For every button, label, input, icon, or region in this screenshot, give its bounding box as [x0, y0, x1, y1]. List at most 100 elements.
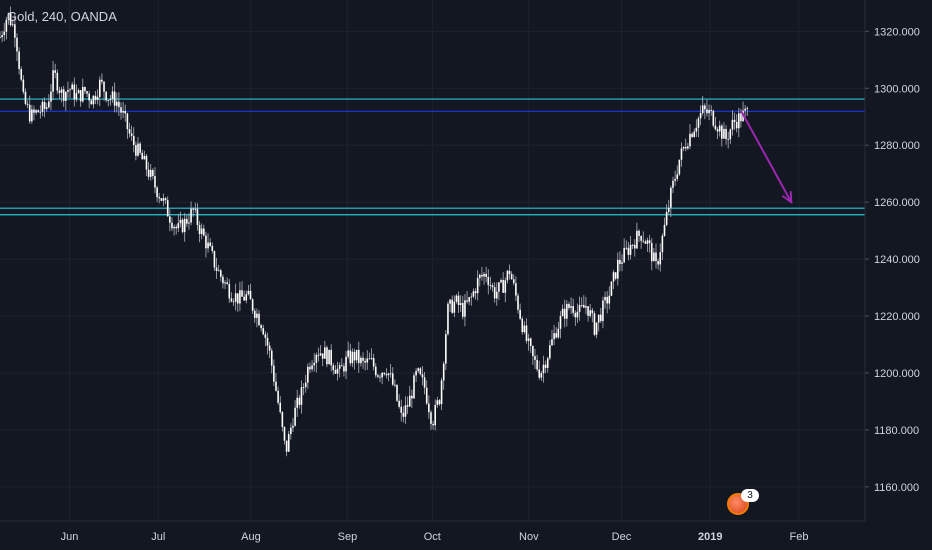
candle — [612, 269, 615, 290]
candle — [90, 98, 93, 105]
candle — [517, 293, 519, 314]
symbol-title: Gold, 240, OANDA — [7, 9, 117, 24]
candle — [232, 298, 235, 307]
candle — [725, 125, 727, 145]
candle — [436, 396, 439, 408]
candle — [684, 138, 687, 152]
candle — [525, 318, 528, 344]
candle — [251, 298, 254, 315]
candle — [417, 367, 420, 374]
candle — [234, 283, 237, 311]
candle — [568, 301, 570, 311]
candle — [640, 235, 642, 249]
candle — [309, 362, 311, 374]
candle — [659, 243, 662, 272]
candle — [415, 368, 417, 382]
candle — [708, 104, 710, 121]
candle — [534, 348, 536, 370]
candle — [561, 304, 564, 317]
candle — [65, 91, 67, 111]
candle — [731, 110, 734, 136]
price-scale-bg — [865, 0, 932, 550]
candle — [653, 247, 655, 262]
candle — [553, 324, 555, 346]
candle — [738, 107, 740, 138]
candle — [389, 363, 392, 378]
candle — [425, 380, 428, 406]
candle — [544, 360, 547, 374]
candle — [729, 128, 732, 144]
candle — [445, 330, 447, 371]
arrow-shaft[interactable] — [740, 110, 793, 203]
candle — [453, 295, 456, 318]
candle — [368, 352, 371, 360]
candle — [62, 85, 65, 107]
candle — [213, 250, 216, 272]
candle — [96, 89, 99, 105]
candle — [152, 168, 154, 180]
candle — [744, 105, 746, 117]
candle — [644, 239, 647, 244]
candle — [701, 95, 704, 116]
candle — [672, 176, 674, 194]
candle — [521, 316, 524, 335]
candle — [438, 399, 441, 406]
candle — [370, 348, 373, 360]
candle — [109, 94, 112, 106]
candle — [398, 394, 400, 409]
candle — [723, 122, 725, 139]
candle — [663, 217, 666, 237]
candle — [130, 125, 133, 141]
candle — [614, 272, 617, 281]
x-tick-label: Feb — [790, 531, 809, 543]
candle — [674, 170, 676, 186]
candle — [336, 361, 339, 381]
candle — [107, 99, 110, 107]
candle — [98, 76, 101, 107]
candle — [689, 124, 691, 150]
candle — [275, 373, 277, 392]
candle — [205, 231, 207, 258]
candle — [687, 142, 689, 150]
events-badge[interactable]: 3 — [727, 489, 759, 515]
candle — [45, 102, 48, 112]
candle — [570, 297, 572, 314]
candle — [447, 301, 449, 336]
time-scale[interactable]: Jun Jul Aug Sep Oct Nov Dec 2019 Feb — [0, 520, 865, 543]
candle — [177, 213, 180, 233]
candle — [476, 270, 479, 301]
candle — [92, 94, 95, 109]
candle — [198, 221, 201, 243]
candle — [300, 380, 303, 414]
candle — [566, 300, 568, 327]
candle — [714, 116, 717, 131]
candle — [523, 321, 526, 334]
candle — [665, 204, 668, 227]
candle — [249, 283, 252, 300]
candle — [374, 363, 377, 378]
candle — [583, 295, 585, 308]
price-scale[interactable]: 1320.000 1300.000 1280.000 1260.000 1240.000… — [864, 0, 932, 550]
candle — [391, 367, 394, 387]
candle — [7, 12, 10, 25]
projection-arrow[interactable] — [740, 110, 793, 205]
candle — [413, 372, 415, 399]
candle — [529, 337, 532, 354]
candle — [440, 377, 443, 410]
candles — [0, 6, 749, 457]
candle — [574, 310, 577, 326]
candle — [385, 368, 388, 379]
candle — [219, 268, 222, 282]
candle — [268, 342, 271, 358]
y-tick-label: 1260.000 — [874, 197, 920, 209]
candle — [457, 291, 460, 314]
arrow-head — [781, 191, 793, 205]
candle — [304, 374, 307, 393]
candle — [149, 164, 152, 181]
candle — [226, 277, 228, 285]
candle — [258, 310, 260, 326]
candle — [283, 426, 286, 445]
candle — [510, 271, 513, 280]
